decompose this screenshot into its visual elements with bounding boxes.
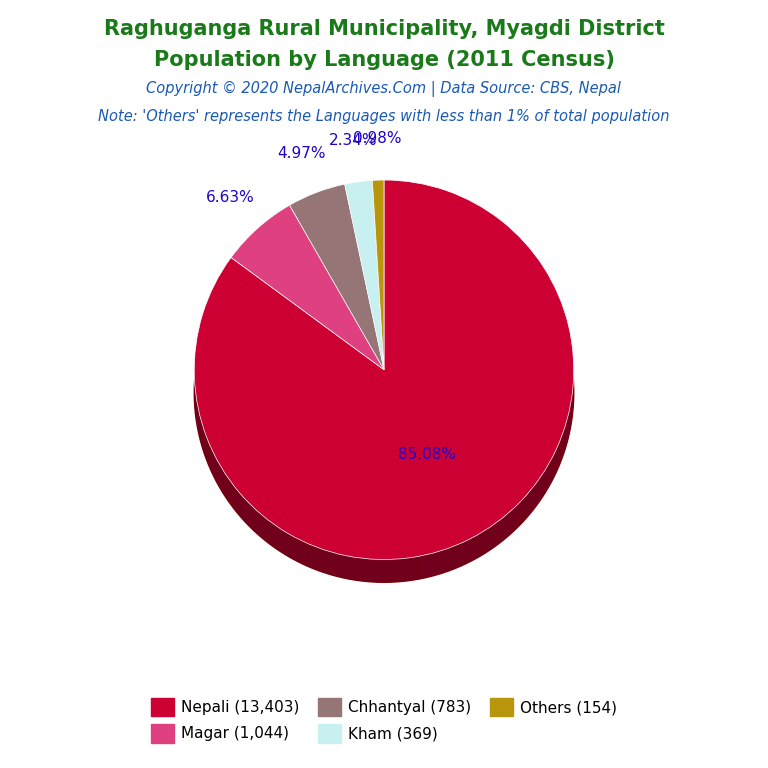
Polygon shape: [356, 558, 366, 581]
Polygon shape: [223, 470, 228, 501]
Polygon shape: [241, 495, 248, 525]
Polygon shape: [570, 399, 571, 432]
Wedge shape: [290, 184, 384, 369]
Polygon shape: [557, 439, 561, 471]
Wedge shape: [345, 180, 384, 369]
Text: 6.63%: 6.63%: [205, 190, 254, 204]
Polygon shape: [263, 516, 271, 545]
Polygon shape: [396, 558, 406, 582]
Polygon shape: [455, 541, 465, 568]
Polygon shape: [483, 526, 492, 554]
Polygon shape: [406, 557, 416, 581]
Polygon shape: [345, 555, 356, 580]
Wedge shape: [372, 180, 384, 369]
Polygon shape: [195, 382, 196, 415]
Polygon shape: [194, 203, 574, 582]
Polygon shape: [376, 559, 386, 582]
Polygon shape: [271, 522, 280, 551]
Polygon shape: [561, 429, 564, 462]
Text: 85.08%: 85.08%: [398, 447, 456, 462]
Polygon shape: [202, 423, 205, 455]
Polygon shape: [567, 409, 570, 442]
Text: 2.34%: 2.34%: [329, 133, 377, 148]
Polygon shape: [465, 537, 475, 564]
Polygon shape: [386, 559, 396, 582]
Legend: Nepali (13,403), Magar (1,044), Chhantyal (783), Kham (369), Others (154): Nepali (13,403), Magar (1,044), Chhantya…: [144, 692, 624, 749]
Polygon shape: [248, 502, 255, 532]
Text: Copyright © 2020 NepalArchives.Com | Data Source: CBS, Nepal: Copyright © 2020 NepalArchives.Com | Dat…: [147, 81, 621, 97]
Polygon shape: [366, 558, 376, 582]
Polygon shape: [234, 486, 241, 517]
Polygon shape: [515, 499, 523, 529]
Polygon shape: [436, 549, 446, 575]
Text: 0.98%: 0.98%: [353, 131, 401, 146]
Polygon shape: [573, 379, 574, 412]
Polygon shape: [306, 543, 316, 570]
Polygon shape: [536, 475, 541, 506]
Polygon shape: [209, 442, 213, 475]
Polygon shape: [523, 492, 529, 522]
Polygon shape: [335, 553, 345, 578]
Polygon shape: [297, 538, 306, 565]
Polygon shape: [213, 452, 217, 484]
Polygon shape: [492, 520, 500, 549]
Polygon shape: [541, 466, 548, 498]
Polygon shape: [288, 534, 297, 561]
Polygon shape: [199, 413, 202, 445]
Polygon shape: [197, 403, 199, 436]
Polygon shape: [571, 389, 573, 422]
Polygon shape: [552, 449, 557, 480]
Polygon shape: [205, 433, 209, 465]
Polygon shape: [426, 552, 436, 578]
Text: Raghuganga Rural Municipality, Myagdi District: Raghuganga Rural Municipality, Myagdi Di…: [104, 19, 664, 39]
Polygon shape: [446, 545, 455, 572]
Polygon shape: [416, 554, 426, 580]
Polygon shape: [196, 393, 197, 426]
Text: 4.97%: 4.97%: [277, 146, 326, 161]
Text: Population by Language (2011 Census): Population by Language (2011 Census): [154, 50, 614, 70]
Polygon shape: [217, 461, 223, 492]
Wedge shape: [231, 205, 384, 369]
Polygon shape: [280, 528, 288, 556]
Polygon shape: [255, 509, 263, 538]
Polygon shape: [548, 458, 552, 489]
Polygon shape: [500, 514, 508, 543]
Text: Note: 'Others' represents the Languages with less than 1% of total population: Note: 'Others' represents the Languages …: [98, 109, 670, 124]
Polygon shape: [529, 484, 536, 515]
Polygon shape: [326, 550, 335, 576]
Polygon shape: [316, 547, 326, 573]
Polygon shape: [508, 507, 515, 536]
Polygon shape: [228, 478, 234, 509]
Polygon shape: [475, 531, 483, 559]
Polygon shape: [564, 419, 567, 452]
Wedge shape: [194, 180, 574, 560]
